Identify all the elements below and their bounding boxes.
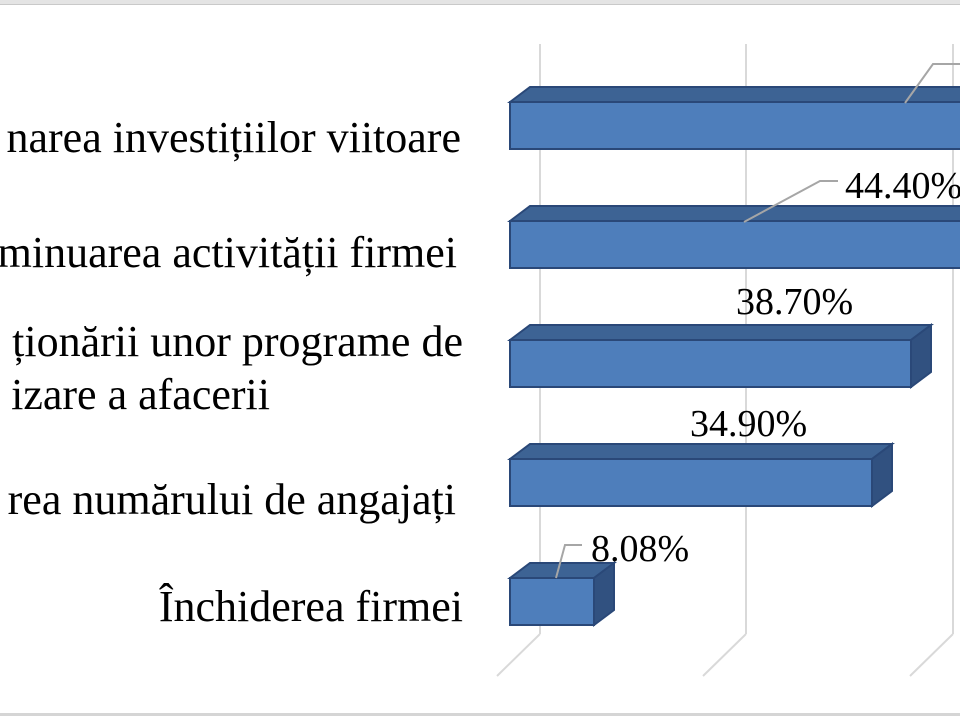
gridline-1-floor	[496, 633, 541, 677]
gridline-2-floor	[702, 633, 747, 677]
bars	[507, 86, 960, 627]
bar-2-top-face	[507, 205, 960, 222]
bar-4-top-face	[507, 443, 895, 460]
category-label-3-line-2: izare a afacerii	[11, 370, 270, 419]
category-label-5: Închiderea firmei	[158, 582, 463, 631]
category-label-1: narea investițiilor viitoare	[6, 113, 461, 162]
data-label-bar-5: 8.08%	[591, 528, 690, 570]
leader-line-bar-2	[743, 180, 838, 223]
data-label-bar-4: 34.90%	[690, 403, 808, 445]
leader-line-bar-5	[555, 544, 582, 579]
bar-1-top-face	[507, 86, 960, 103]
bar-3-front-face	[509, 339, 912, 388]
data-label-bar-2: 44.40%	[845, 165, 960, 207]
bar-3-top-face	[507, 324, 934, 341]
bar-1-front-face	[509, 101, 960, 150]
leader-line-bar-1	[904, 63, 960, 104]
bar-4-front-face	[509, 458, 873, 507]
bar-5-front-face	[509, 577, 595, 626]
category-label-4: rea numărului de angajați	[7, 475, 456, 524]
top-border	[0, 0, 960, 5]
bottom-border	[0, 713, 960, 716]
leader-lines	[555, 63, 960, 579]
bar-2-front-face	[509, 220, 960, 269]
category-label-2: minuarea activității firmei	[0, 228, 457, 277]
data-label-bar-3: 38.70%	[736, 281, 854, 323]
category-label-3-line-1: ționării unor programe de	[12, 317, 463, 366]
gridline-3-floor	[909, 633, 954, 677]
